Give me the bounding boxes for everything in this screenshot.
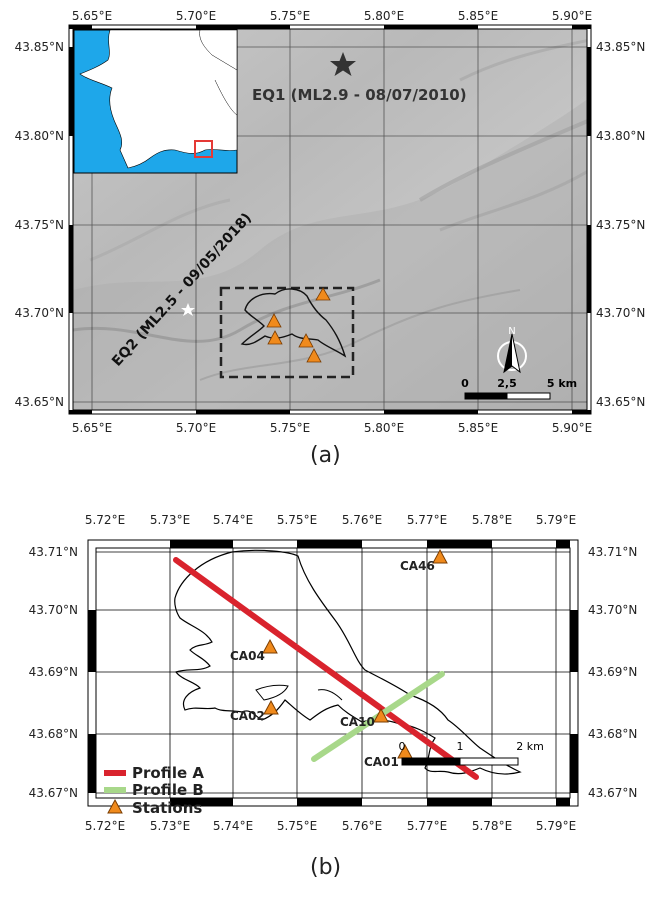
- study-area-box: [219, 286, 355, 379]
- a-lat-right-4: 43.65°N: [596, 395, 645, 409]
- stations-b: [262, 548, 448, 759]
- scale-bar-b: [401, 757, 519, 766]
- scale-a-1: 2,5: [497, 377, 517, 390]
- eq2-star-icon: [181, 303, 195, 316]
- a-lon-bottom-1: 5.70°E: [176, 421, 216, 435]
- scale-b-1: 1: [457, 740, 464, 753]
- a-lon-bottom-2: 5.75°E: [270, 421, 310, 435]
- eq1-star-icon: [330, 52, 356, 76]
- b-lon-top-3: 5.75°E: [277, 513, 317, 527]
- profile-a-line: [173, 557, 479, 780]
- a-lat-right-2: 43.75°N: [596, 218, 645, 232]
- north-arrow-icon: [497, 333, 527, 374]
- station-label-ca10: CA10: [340, 715, 375, 729]
- station-label-ca04: CA04: [230, 649, 265, 663]
- map-panel-b: 5.72°E 5.73°E 5.74°E 5.75°E 5.76°E 5.77°…: [29, 513, 638, 833]
- a-lon-bottom-0: 5.65°E: [72, 421, 112, 435]
- scale-a-0: 0: [461, 377, 469, 390]
- legend-station-icon: [107, 798, 123, 814]
- legend-profile-a-label: Profile A: [132, 764, 204, 782]
- a-lon-top-2: 5.75°E: [270, 9, 310, 23]
- b-lat-left-0: 43.71°N: [29, 545, 78, 559]
- b-lon-bottom-3: 5.75°E: [277, 819, 317, 833]
- station-marker-a: [298, 333, 314, 348]
- station-label-ca46: CA46: [400, 559, 435, 573]
- a-lon-bottom-3: 5.80°E: [364, 421, 404, 435]
- a-lat-left-0: 43.85°N: [15, 40, 64, 54]
- b-lon-bottom-5: 5.77°E: [407, 819, 447, 833]
- a-lat-left-1: 43.80°N: [15, 129, 64, 143]
- b-lat-left-1: 43.70°N: [29, 603, 78, 617]
- station-marker-ca10: [373, 707, 389, 723]
- inset-study-area-box: [194, 140, 213, 158]
- station-marker-ca02: [263, 699, 279, 715]
- north-label: N: [508, 326, 515, 337]
- scale-b-0: 0: [399, 740, 406, 753]
- a-lat-left-3: 43.70°N: [15, 306, 64, 320]
- a-lat-right-1: 43.80°N: [596, 129, 645, 143]
- b-lon-bottom-2: 5.74°E: [213, 819, 253, 833]
- b-lon-top-0: 5.72°E: [85, 513, 125, 527]
- station-marker-a: [306, 348, 322, 363]
- station-marker-ca04: [262, 638, 278, 654]
- stations-a: [266, 287, 331, 363]
- b-lat-left-2: 43.69°N: [29, 665, 78, 679]
- legend-stations-label: Stations: [132, 799, 202, 817]
- a-lon-top-1: 5.70°E: [176, 9, 216, 23]
- inset-france-map: [73, 29, 238, 174]
- a-lat-right-3: 43.70°N: [596, 306, 645, 320]
- a-lon-top-5: 5.90°E: [552, 9, 592, 23]
- b-lon-bottom-4: 5.76°E: [342, 819, 382, 833]
- station-marker-a: [267, 330, 283, 345]
- b-lon-top-7: 5.79°E: [536, 513, 576, 527]
- a-lon-top-0: 5.65°E: [72, 9, 112, 23]
- b-lat-right-0: 43.71°N: [588, 545, 637, 559]
- a-lon-bottom-4: 5.85°E: [458, 421, 498, 435]
- b-lat-right-4: 43.67°N: [588, 786, 637, 800]
- station-marker-ca46: [432, 548, 448, 564]
- b-lat-left-3: 43.68°N: [29, 727, 78, 741]
- panel-b-label: (b): [310, 855, 342, 880]
- a-lon-top-4: 5.85°E: [458, 9, 498, 23]
- station-marker-a: [315, 287, 331, 301]
- b-lat-right-1: 43.70°N: [588, 603, 637, 617]
- station-label-ca02: CA02: [230, 709, 265, 723]
- legend: [104, 770, 126, 814]
- terrain-texture: [73, 39, 587, 410]
- scale-bar-a: [464, 392, 551, 400]
- map-panel-a: 5.65°E 5.70°E 5.75°E 5.80°E 5.85°E 5.90°…: [15, 9, 646, 435]
- b-lon-top-5: 5.77°E: [407, 513, 447, 527]
- b-lon-bottom-7: 5.79°E: [536, 819, 576, 833]
- b-lat-right-3: 43.68°N: [588, 727, 637, 741]
- b-lon-top-4: 5.76°E: [342, 513, 382, 527]
- b-lat-right-2: 43.69°N: [588, 665, 637, 679]
- b-lon-top-2: 5.74°E: [213, 513, 253, 527]
- b-lon-top-6: 5.78°E: [472, 513, 512, 527]
- frame-b-ticks: [88, 540, 578, 806]
- scale-a-2: 5 km: [547, 377, 577, 390]
- a-lat-right-0: 43.85°N: [596, 40, 645, 54]
- basin-outline-a: [240, 288, 347, 358]
- a-lon-top-3: 5.80°E: [364, 9, 404, 23]
- frame-a: [68, 24, 592, 415]
- a-lat-left-2: 43.75°N: [15, 218, 64, 232]
- b-lon-bottom-0: 5.72°E: [85, 819, 125, 833]
- basin-outline-b: [174, 549, 522, 775]
- legend-profile-b-label: Profile B: [132, 781, 204, 799]
- eq1-label: EQ1 (ML2.9 - 08/07/2010): [252, 86, 467, 104]
- b-lon-bottom-1: 5.73°E: [150, 819, 190, 833]
- b-lat-left-4: 43.67°N: [29, 786, 78, 800]
- panel-a-label: (a): [310, 443, 341, 468]
- station-label-ca01: CA01: [364, 755, 399, 769]
- station-marker-a: [266, 313, 282, 328]
- a-lat-left-4: 43.65°N: [15, 395, 64, 409]
- a-lon-bottom-5: 5.90°E: [552, 421, 592, 435]
- b-lon-top-1: 5.73°E: [150, 513, 190, 527]
- b-lon-bottom-6: 5.78°E: [472, 819, 512, 833]
- scale-b-2: 2 km: [516, 740, 544, 753]
